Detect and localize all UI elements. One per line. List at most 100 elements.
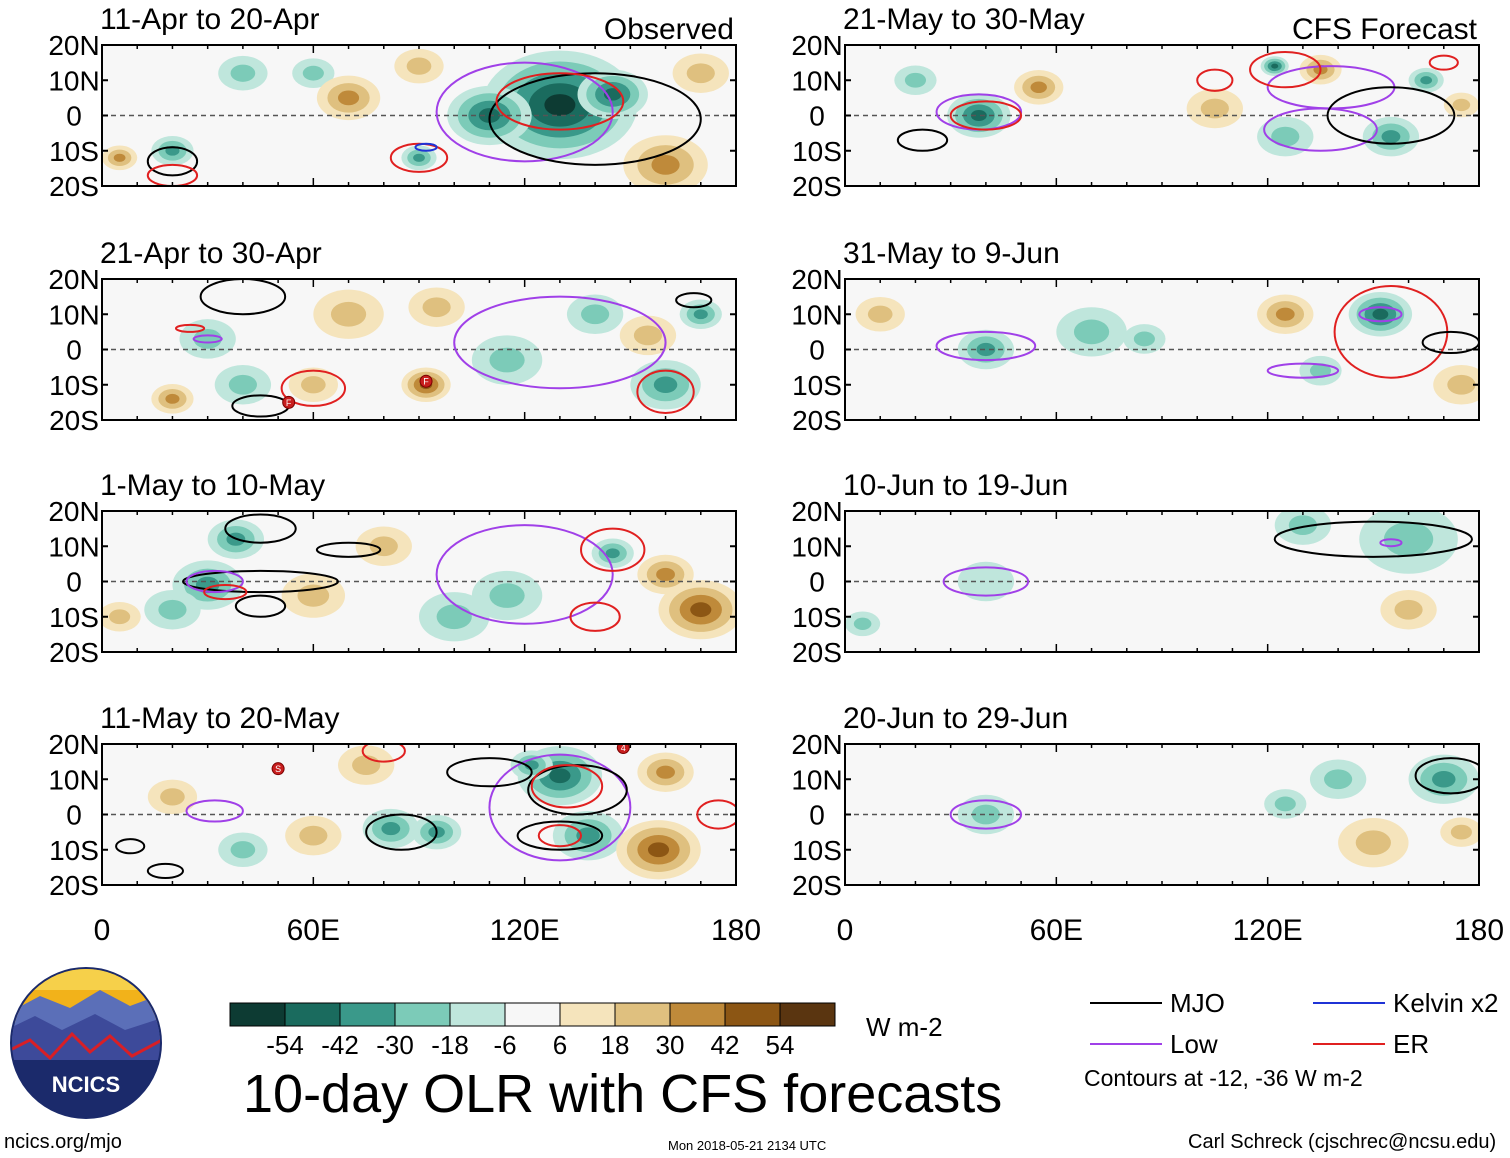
olr-anomaly-blob [218,832,268,868]
olr-shade-level [549,768,571,784]
olr-anomaly-blob [957,561,1015,602]
contour-low [435,524,614,625]
lat-tick-label: 10N [48,531,99,562]
contour-mjo [365,813,438,851]
olr-anomaly-blob [1338,818,1409,868]
storm-label: F [423,377,429,387]
lon-tick-label: 180 [711,914,761,947]
olr-anomaly-blob [1433,365,1479,405]
contour-er [361,744,406,763]
olr-shade-level [1450,824,1472,840]
olr-anomaly-blob [1309,759,1367,799]
lat-tick-label: 20N [48,264,99,295]
contour-er [580,527,646,572]
legend-label: Kelvin x2 [1393,988,1499,1018]
contour-kelvin-x2 [414,142,438,152]
olr-anomaly-blob [845,611,881,637]
lon-tick-label: 60E [1030,914,1083,947]
olr-anomaly-blob [355,526,412,566]
olr-anomaly-blob [1257,294,1314,334]
lat-tick-label: 20N [791,30,842,61]
olr-shade-level [647,842,670,858]
olr-anomaly-blob [102,601,141,632]
olr-anomaly-blob [471,570,543,621]
olr-anomaly-blob [658,580,736,640]
colorbar-swatch [229,1002,286,1027]
olr-anomaly-blob [1264,789,1307,819]
footer-timestamp: Mon 2018-05-21 2134 UTC [668,1138,827,1153]
olr-shade-level [853,617,872,630]
olr-shade-level [1275,307,1295,321]
contour-mjo [1421,330,1479,355]
olr-anomaly-blob [672,53,729,93]
olr-shade-level [656,567,675,582]
olr-anomaly-blob [566,294,624,334]
olr-shade-level [230,841,256,859]
contour-er [1249,51,1322,89]
colorbar-tick-label: -6 [493,1030,516,1060]
contour-er [537,824,583,848]
olr-shade-level [230,64,256,82]
olr-shade-level [381,822,401,836]
colorbar-swatch [779,1002,836,1027]
olr-anomaly-blob [288,367,338,403]
olr-anomaly-blob [1359,511,1458,574]
colorbar-swatch [394,1002,451,1027]
contour-low [1358,306,1403,323]
olr-shade-level [904,72,927,88]
colorbar-tick-label: 6 [553,1030,567,1060]
olr-shade-level [651,154,680,175]
contour-mjo [1326,86,1456,145]
lat-tick-label: 10S [49,136,99,167]
lon-tick-label: 120E [490,914,560,947]
contour-mjo [146,862,185,879]
lat-tick-label: 0 [809,101,825,132]
storm-marker: F [419,374,433,388]
olr-anomaly-blob [151,135,194,166]
contour-mjo [488,72,702,166]
olr-anomaly-blob [623,135,708,186]
contour-er [203,584,248,601]
olr-shade-level [1274,796,1296,812]
contour-mjo [675,292,713,309]
panel-grid: 20N 10N 0 10S 20S 11-Apr to 20-Apr Observed F F 2… [48,3,1480,901]
olr-anomaly-blob [102,145,138,171]
contour-er [1196,68,1234,92]
colorbar-tick-label: -54 [266,1030,304,1060]
olr-shade-level [1030,81,1047,94]
column-label-forecast: CFS Forecast [1292,13,1478,46]
lat-tick-label: 10S [792,602,842,633]
contour-er [949,100,1023,131]
olr-anomaly-blob [1443,92,1479,118]
colorbar-tick-label: -30 [376,1030,414,1060]
olr-shade-level [489,347,525,373]
olr-shade-level [489,583,525,608]
legend-item-mjo: MJO [1090,988,1225,1018]
contour-mjo [224,513,297,544]
olr-anomaly-blob [1274,511,1332,545]
footer-url[interactable]: ncics.org/mjo [4,1131,122,1153]
olr-anomaly-blob [894,65,937,96]
storm-label: 4 [621,743,626,753]
olr-anomaly-blob [1380,589,1437,630]
olr-anomaly-blob [292,58,335,89]
olr-shade-level [1447,374,1476,395]
olr-anomaly-blob [637,554,694,595]
olr-panel: 20N 10N 0 10S 20S 1-May to 10-May [48,469,737,668]
colorbar-tick-label: -42 [321,1030,359,1060]
colorbar: -54 -42 -30 -18 -6 6 18 30 42 54 [229,1002,836,1060]
olr-anomaly-blob [1408,67,1444,93]
lat-tick-label: 10S [49,602,99,633]
olr-anomaly-blob [1299,355,1342,386]
contour-low [435,61,614,163]
olr-shade-level [581,304,610,325]
olr-anomaly-blob [957,794,1015,835]
lat-tick-label: 10N [48,299,99,330]
logo-text: NCICS [52,1072,120,1097]
olr-shade-level [1452,98,1471,112]
olr-anomaly-blob [408,287,465,327]
olr-anomaly-blob [855,296,905,332]
panel-date-label: 21-May to 30-May [843,3,1085,36]
contour-low [185,799,244,823]
lat-tick-label: 20S [49,870,99,901]
